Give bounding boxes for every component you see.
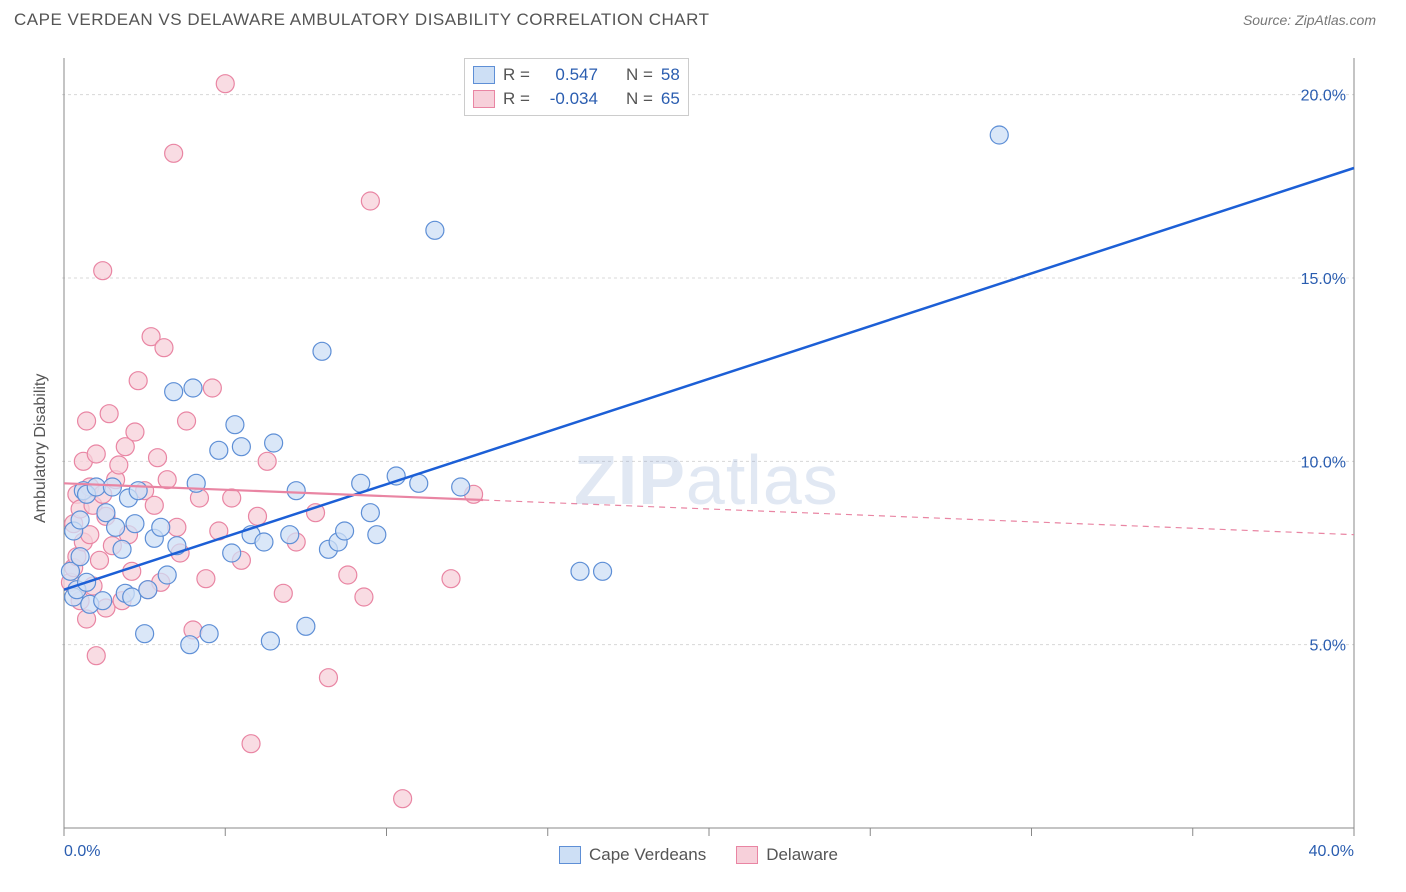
scatter-point	[136, 625, 154, 643]
scatter-point	[223, 489, 241, 507]
scatter-point	[126, 515, 144, 533]
scatter-point	[452, 478, 470, 496]
scatter-point	[165, 144, 183, 162]
n-value: 65	[661, 87, 680, 111]
scatter-point	[158, 566, 176, 584]
scatter-point	[571, 562, 589, 580]
scatter-point	[442, 570, 460, 588]
legend-stat-row: R = 0.547 N = 58	[473, 63, 680, 87]
svg-text:15.0%: 15.0%	[1301, 271, 1346, 288]
scatter-point	[129, 482, 147, 500]
svg-text:10.0%: 10.0%	[1301, 454, 1346, 471]
scatter-point	[78, 412, 96, 430]
scatter-point	[223, 544, 241, 562]
scatter-point	[145, 496, 163, 514]
source-label: Source: ZipAtlas.com	[1243, 12, 1376, 28]
scatter-point	[255, 533, 273, 551]
scatter-point	[261, 632, 279, 650]
scatter-point	[210, 441, 228, 459]
scatter-point	[87, 445, 105, 463]
legend-swatch	[559, 846, 581, 864]
scatter-point	[249, 507, 267, 525]
scatter-point	[258, 452, 276, 470]
scatter-point	[107, 518, 125, 536]
legend-swatch	[473, 66, 495, 84]
scatter-point	[184, 379, 202, 397]
scatter-point	[265, 434, 283, 452]
scatter-point	[426, 221, 444, 239]
scatter-point	[297, 617, 315, 635]
scatter-point	[152, 518, 170, 536]
svg-text:0.0%: 0.0%	[64, 843, 100, 860]
r-label: R =	[503, 87, 530, 111]
legend-stat-row: R = -0.034 N = 65	[473, 87, 680, 111]
chart-title: CAPE VERDEAN VS DELAWARE AMBULATORY DISA…	[14, 10, 710, 30]
legend-series-name: Cape Verdeans	[589, 845, 706, 865]
scatter-point	[103, 478, 121, 496]
scatter-point	[287, 482, 305, 500]
legend-item: Cape Verdeans	[559, 845, 706, 865]
scatter-point	[990, 126, 1008, 144]
r-value: 0.547	[538, 63, 598, 87]
scatter-point	[281, 526, 299, 544]
scatter-point	[87, 478, 105, 496]
scatter-point	[226, 416, 244, 434]
scatter-point	[336, 522, 354, 540]
scatter-point	[313, 342, 331, 360]
scatter-point	[361, 504, 379, 522]
scatter-point	[87, 647, 105, 665]
scatter-point	[216, 75, 234, 93]
svg-text:5.0%: 5.0%	[1310, 638, 1346, 655]
n-value: 58	[661, 63, 680, 87]
scatter-point	[594, 562, 612, 580]
scatter-point	[129, 372, 147, 390]
scatter-point	[181, 636, 199, 654]
scatter-point	[158, 471, 176, 489]
svg-text:20.0%: 20.0%	[1301, 88, 1346, 105]
scatter-point	[232, 438, 250, 456]
scatter-point	[113, 540, 131, 558]
scatter-point	[123, 588, 141, 606]
n-label: N =	[626, 87, 653, 111]
scatter-point	[203, 379, 221, 397]
scatter-point	[139, 581, 157, 599]
scatter-point	[168, 518, 186, 536]
legend-series-name: Delaware	[766, 845, 838, 865]
y-axis-label: Ambulatory Disability	[32, 374, 50, 523]
scatter-point	[126, 423, 144, 441]
r-value: -0.034	[538, 87, 598, 111]
series-legend: Cape Verdeans Delaware	[559, 845, 838, 865]
scatter-point	[100, 405, 118, 423]
n-label: N =	[626, 63, 653, 87]
scatter-point	[110, 456, 128, 474]
scatter-point	[274, 584, 292, 602]
scatter-point	[71, 548, 89, 566]
regression-line	[64, 168, 1354, 590]
svg-text:40.0%: 40.0%	[1309, 843, 1354, 860]
scatter-point	[319, 669, 337, 687]
scatter-point	[71, 511, 89, 529]
r-label: R =	[503, 63, 530, 87]
scatter-point	[155, 339, 173, 357]
legend-swatch	[736, 846, 758, 864]
scatter-point	[200, 625, 218, 643]
regression-line-dashed	[483, 500, 1354, 535]
scatter-point	[149, 449, 167, 467]
legend-swatch	[473, 90, 495, 108]
scatter-point	[94, 262, 112, 280]
scatter-point	[355, 588, 373, 606]
correlation-legend: R = 0.547 N = 58 R = -0.034 N = 65	[464, 58, 689, 116]
scatter-point	[339, 566, 357, 584]
scatter-point	[242, 735, 260, 753]
chart-area: 5.0%10.0%15.0%20.0%0.0%40.0% ZIPatlas R …	[14, 40, 1392, 892]
scatter-point	[394, 790, 412, 808]
scatter-point	[368, 526, 386, 544]
legend-item: Delaware	[736, 845, 838, 865]
scatter-point	[178, 412, 196, 430]
scatter-point	[94, 592, 112, 610]
scatter-point	[197, 570, 215, 588]
scatter-point	[165, 383, 183, 401]
scatter-point	[361, 192, 379, 210]
scatter-point	[90, 551, 108, 569]
